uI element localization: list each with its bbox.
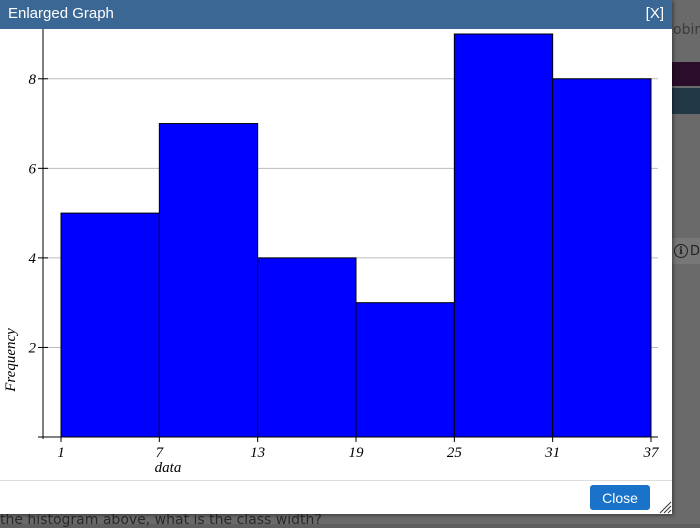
background-info: i D <box>672 238 700 264</box>
histogram-bar <box>552 78 652 438</box>
enlarged-graph-dialog: Enlarged Graph [X] 2 4 6 8 1 7 13 19 25 31 37 data… <box>0 0 672 514</box>
x-tick-label: 19 <box>349 445 365 461</box>
x-tick-label: 1 <box>57 445 65 461</box>
info-icon: i <box>674 244 688 258</box>
y-axis-label: Frequency <box>3 328 19 393</box>
background-text: obin <box>673 22 700 38</box>
close-x-button[interactable]: [X] <box>645 5 664 22</box>
chart-tick-labels: 2 4 6 8 1 7 13 19 25 31 37 <box>29 72 661 461</box>
dialog-titlebar[interactable]: Enlarged Graph [X] <box>0 0 672 29</box>
background-info-label: D <box>689 243 700 259</box>
x-tick-label: 31 <box>544 445 560 461</box>
resize-grip-icon[interactable] <box>658 500 672 514</box>
background-bar <box>672 88 700 114</box>
y-tick-label: 6 <box>29 161 37 177</box>
histogram-bar <box>158 123 259 438</box>
x-tick-label: 7 <box>156 445 165 461</box>
chart-axes <box>38 29 658 442</box>
x-tick-label: 25 <box>447 445 463 461</box>
dialog-title: Enlarged Graph <box>8 5 114 22</box>
footer-divider <box>0 480 672 481</box>
chart-svg: 2 4 6 8 1 7 13 19 25 31 37 data Frequency <box>3 29 661 476</box>
histogram-bar <box>355 302 455 438</box>
close-button[interactable]: Close <box>590 485 650 510</box>
histogram-bar <box>60 212 160 438</box>
x-tick-label: 37 <box>643 445 661 461</box>
histogram-bar <box>453 33 554 438</box>
y-tick-label: 4 <box>29 251 37 267</box>
y-tick-label: 8 <box>29 72 37 88</box>
background-bar <box>672 62 700 86</box>
y-tick-label: 2 <box>29 340 37 356</box>
x-tick-label: 13 <box>250 445 265 461</box>
x-axis-label: data <box>155 460 182 476</box>
histogram-chart: 2 4 6 8 1 7 13 19 25 31 37 data Frequency <box>0 29 672 480</box>
background-question-text: the histogram above, what is the class w… <box>0 512 322 528</box>
histogram-bar <box>257 257 357 438</box>
chart-bars <box>60 33 652 438</box>
